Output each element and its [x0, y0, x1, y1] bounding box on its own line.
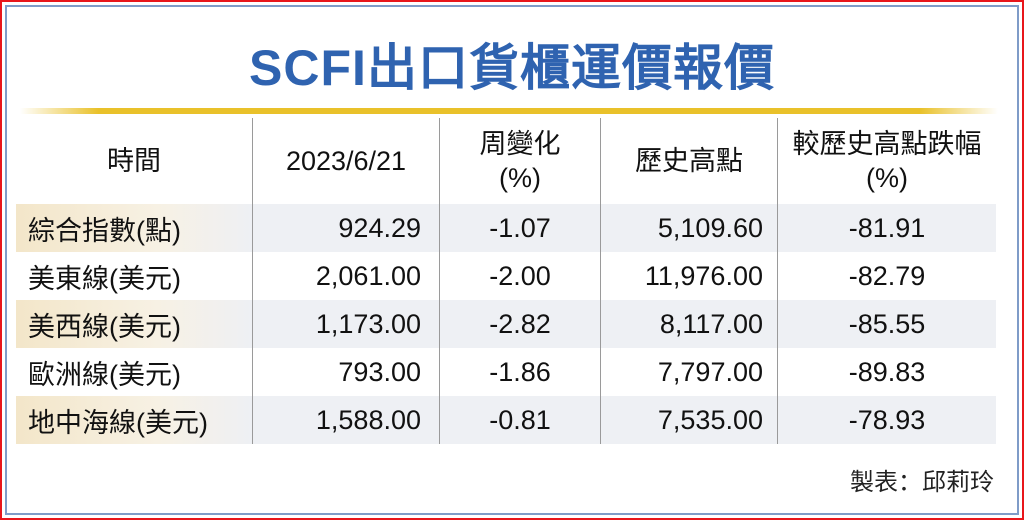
historical-high-cell: 5,109.60: [600, 204, 778, 252]
title-divider: [20, 108, 998, 114]
drop-from-high-cell: -78.93: [777, 396, 996, 444]
current-value-cell: 793.00: [252, 348, 440, 396]
drop-from-high-cell: -85.55: [777, 300, 996, 348]
route-name-cell: 綜合指數(點): [16, 204, 253, 252]
historical-high-cell: 7,535.00: [600, 396, 778, 444]
drop-from-high-cell: -82.79: [777, 252, 996, 300]
route-name-cell: 美西線(美元): [16, 300, 253, 348]
current-value-cell: 2,061.00: [252, 252, 440, 300]
drop-from-high-cell: -81.91: [777, 204, 996, 252]
table-row: 美西線(美元) 1,173.00 -2.82 8,117.00 -85.55: [16, 300, 996, 348]
route-name-cell: 地中海線(美元): [16, 396, 253, 444]
route-name-cell: 歐洲線(美元): [28, 359, 181, 390]
table-row: 美東線(美元) 2,061.00 -2.00 11,976.00 -82.79: [16, 252, 996, 300]
header-weekly-change: 周變化 (%): [439, 118, 601, 204]
header-historical-high: 歷史高點: [600, 118, 778, 204]
credit: 製表：邱莉玲: [850, 468, 994, 496]
freight-rate-table: 時間 2023/6/21 周變化 (%) 歷史高點 較歷史高點跌幅 (%) 綜合指數…: [16, 118, 996, 444]
header-time: 時間: [107, 146, 161, 176]
weekly-change-cell: -1.86: [439, 348, 601, 396]
weekly-change-cell: -0.81: [439, 396, 601, 444]
weekly-change-cell: -2.82: [439, 300, 601, 348]
historical-high-cell: 11,976.00: [600, 252, 778, 300]
current-value-cell: 1,173.00: [252, 300, 440, 348]
weekly-change-cell: -1.07: [439, 204, 601, 252]
header-date: 2023/6/21: [252, 118, 440, 204]
table-row: 地中海線(美元) 1,588.00 -0.81 7,535.00 -78.93: [16, 396, 996, 444]
drop-from-high-cell: -89.83: [777, 348, 996, 396]
header-row: 時間 2023/6/21 周變化 (%) 歷史高點 較歷史高點跌幅 (%): [16, 118, 996, 204]
historical-high-cell: 7,797.00: [600, 348, 778, 396]
table-row: 歐洲線(美元) 793.00 -1.86 7,797.00 -89.83: [16, 348, 996, 396]
historical-high-cell: 8,117.00: [600, 300, 778, 348]
current-value-cell: 924.29: [252, 204, 440, 252]
page-title: SCFI出口貨櫃運價報價: [249, 40, 775, 96]
header-drop-from-high: 較歷史高點跌幅 (%): [777, 118, 996, 204]
table-row: 綜合指數(點) 924.29 -1.07 5,109.60 -81.91: [16, 204, 996, 252]
current-value-cell: 1,588.00: [252, 396, 440, 444]
weekly-change-cell: -2.00: [439, 252, 601, 300]
route-name-cell: 美東線(美元): [28, 263, 181, 294]
